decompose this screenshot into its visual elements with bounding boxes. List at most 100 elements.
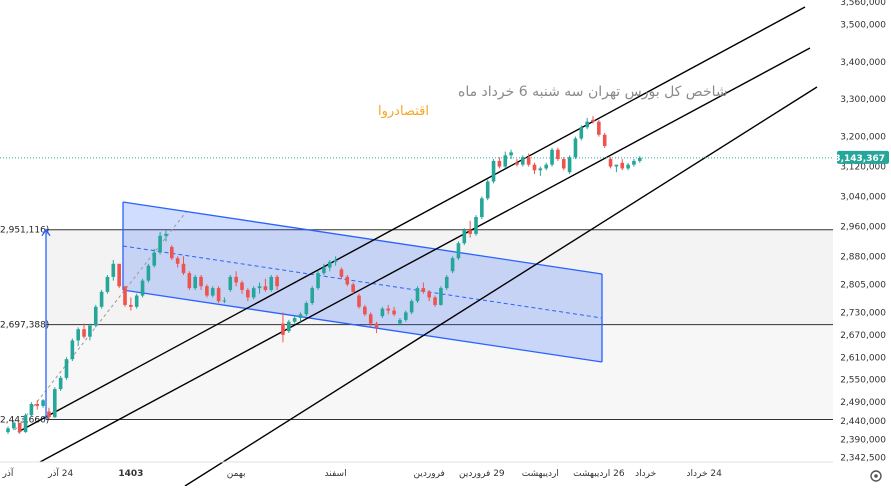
y-axis-tick-label: 3,120,000 — [840, 163, 886, 173]
last-price-label-box — [837, 150, 889, 164]
channel-lower-line — [122, 289, 603, 363]
candle-body — [292, 318, 297, 322]
candle-body — [327, 261, 332, 268]
y-axis-tick-label: 2,342,500 — [840, 453, 886, 463]
candle-body — [287, 321, 291, 332]
candle-body — [246, 289, 250, 298]
candle-body — [23, 415, 28, 433]
candle-body — [532, 164, 537, 171]
candle-body — [450, 258, 455, 272]
candle-body — [357, 295, 361, 307]
candle-body — [632, 160, 636, 165]
candle-body — [392, 310, 396, 315]
range-band-upper — [46, 229, 833, 325]
candle-body — [35, 404, 40, 406]
trend-line-upper — [17, 6, 806, 433]
candle-body — [415, 288, 420, 302]
candle-body — [298, 314, 303, 319]
candle-body — [158, 235, 162, 253]
candle-body — [93, 306, 98, 326]
x-axis-tick-label: خرداد — [635, 469, 656, 479]
candle-body — [41, 400, 45, 406]
candle-body — [386, 308, 391, 311]
candle-body — [339, 269, 344, 277]
y-axis-tick-label: 2,730,000 — [840, 308, 886, 318]
x-axis-tick-label: 24 خرداد — [686, 469, 722, 479]
candle-body — [573, 138, 578, 158]
x-axis-tick-label: اسفند — [325, 469, 347, 479]
range-band-lower — [46, 324, 833, 420]
candle-body — [620, 162, 625, 169]
candle-body — [333, 260, 338, 262]
candle-body — [88, 325, 92, 337]
candle-body — [240, 282, 244, 290]
candle-body — [310, 288, 314, 304]
candle-body — [368, 314, 373, 324]
candle-body — [404, 312, 408, 320]
candle-body — [462, 230, 467, 244]
candle-body — [374, 323, 379, 328]
y-axis-tick-label: 2,960,000 — [840, 222, 886, 232]
candle-body — [129, 304, 133, 307]
chart-title: شاخص کل بورس تهران سه شنبه 6 خرداد ماه — [458, 84, 728, 100]
y-axis-tick-label: 2,805,000 — [840, 280, 886, 290]
candle-body — [480, 198, 484, 218]
candle-body — [602, 134, 607, 146]
candle-body — [17, 422, 22, 433]
trend-line-lower — [184, 86, 818, 487]
candle-body — [152, 252, 157, 266]
candle-body — [70, 340, 75, 360]
candle-body — [234, 276, 238, 283]
candle-body — [597, 121, 601, 135]
candle-body — [53, 389, 57, 418]
candle-body — [485, 181, 490, 199]
candle-body — [58, 377, 63, 390]
candle-body — [105, 276, 110, 292]
y-axis-tick-label: 3,040,000 — [840, 192, 886, 202]
candle-body — [199, 276, 203, 287]
candle-body — [210, 288, 215, 296]
x-axis-tick-label: 29 فروردین — [459, 469, 505, 479]
candle-body — [263, 286, 268, 290]
candle-body — [538, 168, 543, 171]
candle-body — [193, 276, 197, 289]
candle-body — [556, 149, 560, 160]
candle-body — [561, 159, 566, 169]
candle-body — [608, 159, 613, 167]
candle-body — [146, 265, 151, 281]
candle-body — [82, 329, 86, 337]
candle-body — [567, 157, 572, 173]
y-axis-tick-label: 2,880,000 — [840, 252, 886, 262]
y-axis-tick-label: 2,670,000 — [840, 331, 886, 341]
candle-body — [251, 288, 256, 298]
candle-body — [304, 303, 309, 315]
y-axis-tick-label: 2,390,000 — [840, 436, 886, 446]
candle-body — [228, 276, 233, 290]
candle-body — [421, 288, 426, 292]
x-axis-tick-label: 26 اردیبهشت — [573, 469, 625, 479]
candle-body — [433, 297, 437, 305]
candle-body — [456, 243, 461, 259]
candle-body — [491, 160, 496, 182]
candle-body — [638, 157, 642, 161]
candle-body — [164, 233, 168, 236]
channel-fill — [123, 202, 602, 362]
settings-gear-icon[interactable] — [870, 470, 882, 482]
candle-body — [170, 246, 174, 259]
y-axis-tick-label: 3,300,000 — [840, 95, 886, 105]
trend-line-middle — [39, 47, 811, 463]
x-axis-tick-label: آذر — [2, 467, 14, 479]
candle-body — [123, 286, 127, 305]
x-axis-tick-label: 24 آذر — [47, 467, 73, 479]
candle-body — [222, 300, 227, 302]
y-axis-tick-label: 3,560,000 — [840, 0, 886, 8]
last-price-label: 3,143,367 — [834, 154, 885, 164]
candle-body — [275, 276, 279, 287]
y-axis-tick-label: 2,550,000 — [840, 376, 886, 386]
candle-body — [363, 306, 367, 315]
candle-body — [550, 149, 554, 165]
candle-body — [257, 286, 262, 289]
candle-body — [614, 164, 619, 167]
candle-body — [316, 273, 320, 289]
